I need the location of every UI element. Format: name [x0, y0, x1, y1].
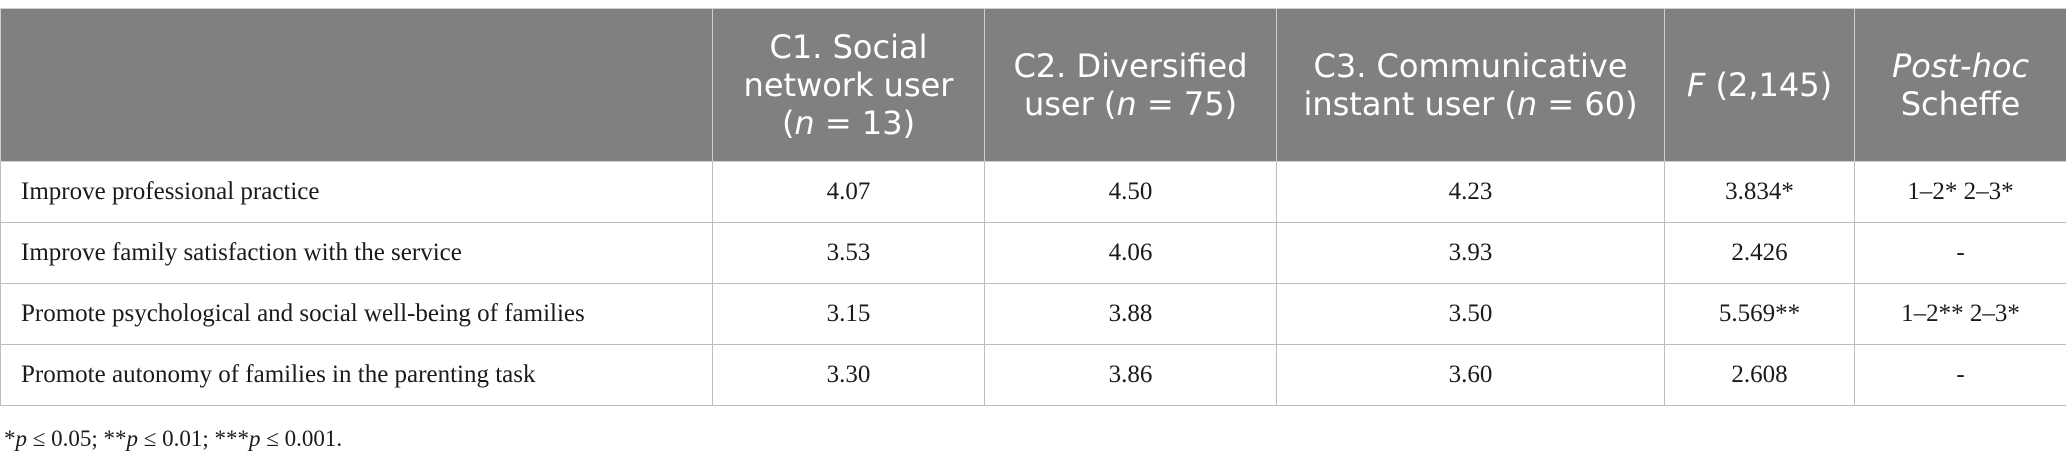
cell-scheffe: -	[1854, 222, 2066, 284]
footnote-part: ≤ 0.01; ***	[138, 426, 250, 451]
results-table: C1. Social network user (n = 13) C2. Div…	[0, 8, 2066, 406]
header-posthoc-italic: Post-hoc	[1891, 47, 2030, 85]
header-posthoc-line2: Scheffe	[1900, 85, 2021, 123]
header-c1-post: = 13)	[814, 104, 916, 142]
header-row: C1. Social network user (n = 13) C2. Div…	[0, 8, 2066, 162]
footnote-part: p	[15, 426, 28, 451]
cell-c1: 3.53	[712, 222, 985, 284]
header-c1-line1: C1. Social	[769, 28, 928, 66]
header-c3-line1: C3. Communicative	[1313, 47, 1628, 85]
header-label-empty	[0, 8, 713, 162]
row-label: Improve family satisfaction with the ser…	[0, 222, 713, 284]
header-c1-n: n	[794, 104, 815, 142]
header-c2: C2. Diversified user (n = 75)	[984, 8, 1277, 162]
table-row: Improve professional practice 4.07 4.50 …	[0, 161, 2066, 223]
cell-f: 2.608	[1664, 344, 1855, 406]
cell-c3: 3.50	[1276, 283, 1665, 345]
footnote-part: p	[126, 426, 139, 451]
row-label: Promote autonomy of families in the pare…	[0, 344, 713, 406]
header-c3-n: n	[1516, 85, 1538, 123]
footnote-part: *	[4, 426, 16, 451]
cell-c2: 4.06	[984, 222, 1277, 284]
row-label: Improve professional practice	[0, 161, 713, 223]
header-c2-n: n	[1116, 85, 1137, 123]
cell-scheffe: 1–2* 2–3*	[1854, 161, 2066, 223]
cell-scheffe: -	[1854, 344, 2066, 406]
cell-c3: 3.93	[1276, 222, 1665, 284]
cell-c2: 3.86	[984, 344, 1277, 406]
header-c2-pre: user (	[1023, 85, 1117, 123]
table-row: Improve family satisfaction with the ser…	[0, 222, 2066, 284]
cell-c1: 4.07	[712, 161, 985, 223]
header-f-rest: (2,145)	[1705, 66, 1833, 104]
footnote-part: ≤ 0.001.	[260, 426, 343, 451]
table-row: Promote autonomy of families in the pare…	[0, 344, 2066, 406]
header-c3-post: = 60)	[1537, 85, 1638, 123]
cell-f: 3.834*	[1664, 161, 1855, 223]
table-footnote: *p ≤ 0.05; **p ≤ 0.01; ***p ≤ 0.001.	[4, 426, 342, 452]
cell-c2: 4.50	[984, 161, 1277, 223]
cell-c1: 3.15	[712, 283, 985, 345]
cell-c3: 3.60	[1276, 344, 1665, 406]
header-c2-line1: C2. Diversified	[1013, 47, 1248, 85]
header-posthoc: Post-hoc Scheffe	[1854, 8, 2066, 162]
header-f-stat: F (2,145)	[1664, 8, 1855, 162]
header-c1: C1. Social network user (n = 13)	[712, 8, 985, 162]
header-c1-pre: (	[781, 104, 795, 142]
footnote-part: p	[249, 426, 261, 451]
cell-f: 2.426	[1664, 222, 1855, 284]
cell-c1: 3.30	[712, 344, 985, 406]
row-label: Promote psychological and social well-be…	[0, 283, 713, 345]
cell-scheffe: 1–2** 2–3*	[1854, 283, 2066, 345]
cell-f: 5.569**	[1664, 283, 1855, 345]
table-row: Promote psychological and social well-be…	[0, 283, 2066, 345]
header-c2-post: = 75)	[1136, 85, 1238, 123]
cell-c2: 3.88	[984, 283, 1277, 345]
header-c3: C3. Communicative instant user (n = 60)	[1276, 8, 1665, 162]
header-c1-line2: network user	[743, 66, 954, 104]
footnote-part: ≤ 0.05; **	[27, 426, 127, 451]
cell-c3: 4.23	[1276, 161, 1665, 223]
header-f-italic: F	[1686, 66, 1706, 104]
header-c3-pre: instant user (	[1303, 85, 1517, 123]
results-table-container: C1. Social network user (n = 13) C2. Div…	[0, 8, 2066, 406]
